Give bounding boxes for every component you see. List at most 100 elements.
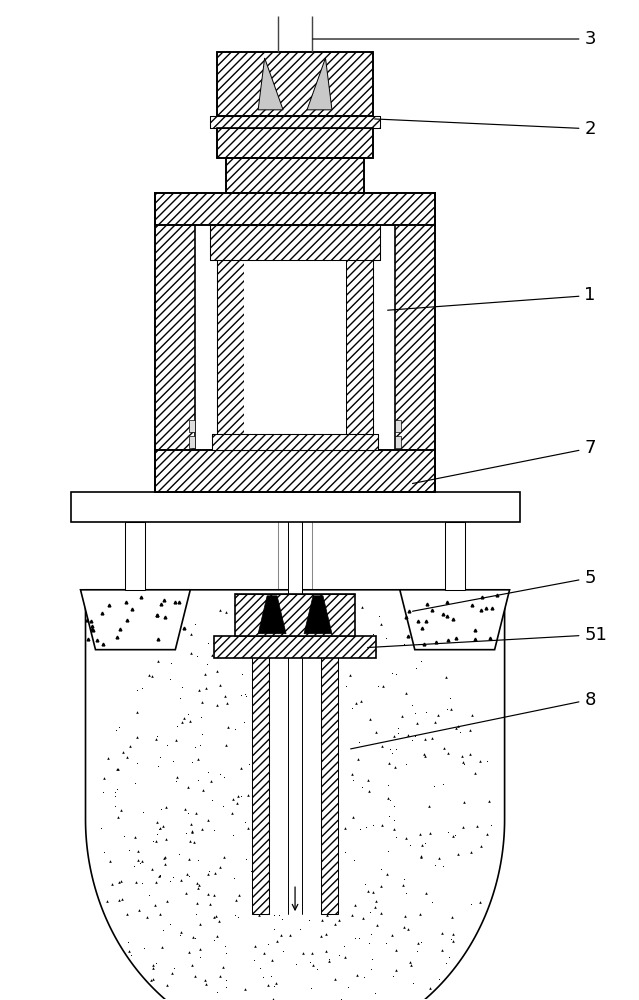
Point (193, 772, 203, 788)
Point (353, 751, 363, 767)
Point (189, 929, 199, 945)
Point (207, 647, 217, 663)
Point (442, 824, 452, 840)
Point (151, 955, 161, 971)
Point (355, 821, 366, 837)
Bar (155, 193, 435, 492)
Point (212, 697, 222, 713)
Point (329, 832, 339, 848)
Point (215, 859, 225, 875)
Point (160, 856, 170, 872)
Point (98, 770, 109, 786)
Point (155, 906, 165, 922)
Point (224, 634, 235, 650)
Point (401, 685, 411, 701)
Point (102, 893, 112, 909)
Point (370, 642, 380, 658)
Point (269, 978, 279, 994)
Point (420, 748, 430, 764)
Point (227, 791, 238, 807)
Point (385, 741, 395, 757)
Point (152, 728, 162, 744)
Point (148, 957, 158, 973)
Point (265, 854, 275, 870)
Point (119, 828, 129, 844)
Point (221, 945, 231, 961)
Point (156, 801, 166, 817)
Point (413, 935, 423, 951)
Point (116, 802, 126, 818)
Point (227, 827, 238, 843)
Point (390, 829, 401, 845)
Point (225, 996, 235, 1000)
Point (350, 930, 360, 946)
Point (416, 849, 426, 865)
Point (148, 960, 158, 976)
Point (215, 766, 225, 782)
Point (357, 599, 367, 615)
Point (281, 992, 291, 1000)
Point (335, 991, 346, 1000)
Point (419, 746, 429, 762)
Point (302, 898, 312, 914)
Point (191, 805, 201, 821)
Point (389, 821, 399, 837)
Point (181, 885, 191, 901)
Point (154, 868, 164, 884)
Point (332, 863, 342, 879)
Point (429, 714, 440, 730)
Point (203, 866, 213, 882)
Point (155, 749, 165, 765)
Point (405, 954, 415, 970)
Point (415, 826, 425, 842)
Point (191, 906, 201, 922)
Point (151, 814, 162, 830)
Point (447, 909, 458, 925)
Point (403, 727, 413, 743)
Point (340, 844, 350, 860)
Point (372, 917, 382, 933)
Point (385, 792, 396, 808)
Point (387, 665, 397, 681)
Point (371, 893, 381, 909)
Point (412, 943, 422, 959)
Point (360, 876, 370, 892)
Point (125, 947, 135, 963)
Point (194, 877, 204, 893)
Point (117, 891, 127, 907)
Bar (189, 436, 196, 448)
Point (268, 859, 278, 875)
Point (203, 635, 213, 651)
Point (321, 926, 331, 942)
Point (389, 812, 399, 828)
Point (391, 666, 401, 682)
Bar (210, 225, 380, 260)
Point (255, 960, 265, 976)
Point (302, 997, 312, 1000)
Point (244, 756, 254, 772)
Point (134, 902, 144, 918)
Point (348, 907, 358, 923)
Point (167, 965, 178, 981)
Point (361, 819, 371, 835)
Point (192, 895, 203, 911)
Point (458, 819, 468, 835)
Point (389, 728, 399, 744)
Point (378, 678, 388, 694)
Point (349, 852, 359, 868)
Point (250, 938, 261, 954)
Point (148, 971, 158, 987)
Point (137, 875, 147, 891)
Point (195, 737, 205, 753)
Point (249, 952, 259, 968)
Point (215, 998, 225, 1000)
Point (223, 719, 233, 735)
Bar (210, 116, 380, 128)
Point (236, 788, 246, 804)
Point (445, 690, 455, 706)
Point (341, 678, 351, 694)
Point (287, 875, 297, 891)
Point (475, 753, 485, 769)
Point (334, 912, 344, 928)
Point (389, 798, 399, 814)
